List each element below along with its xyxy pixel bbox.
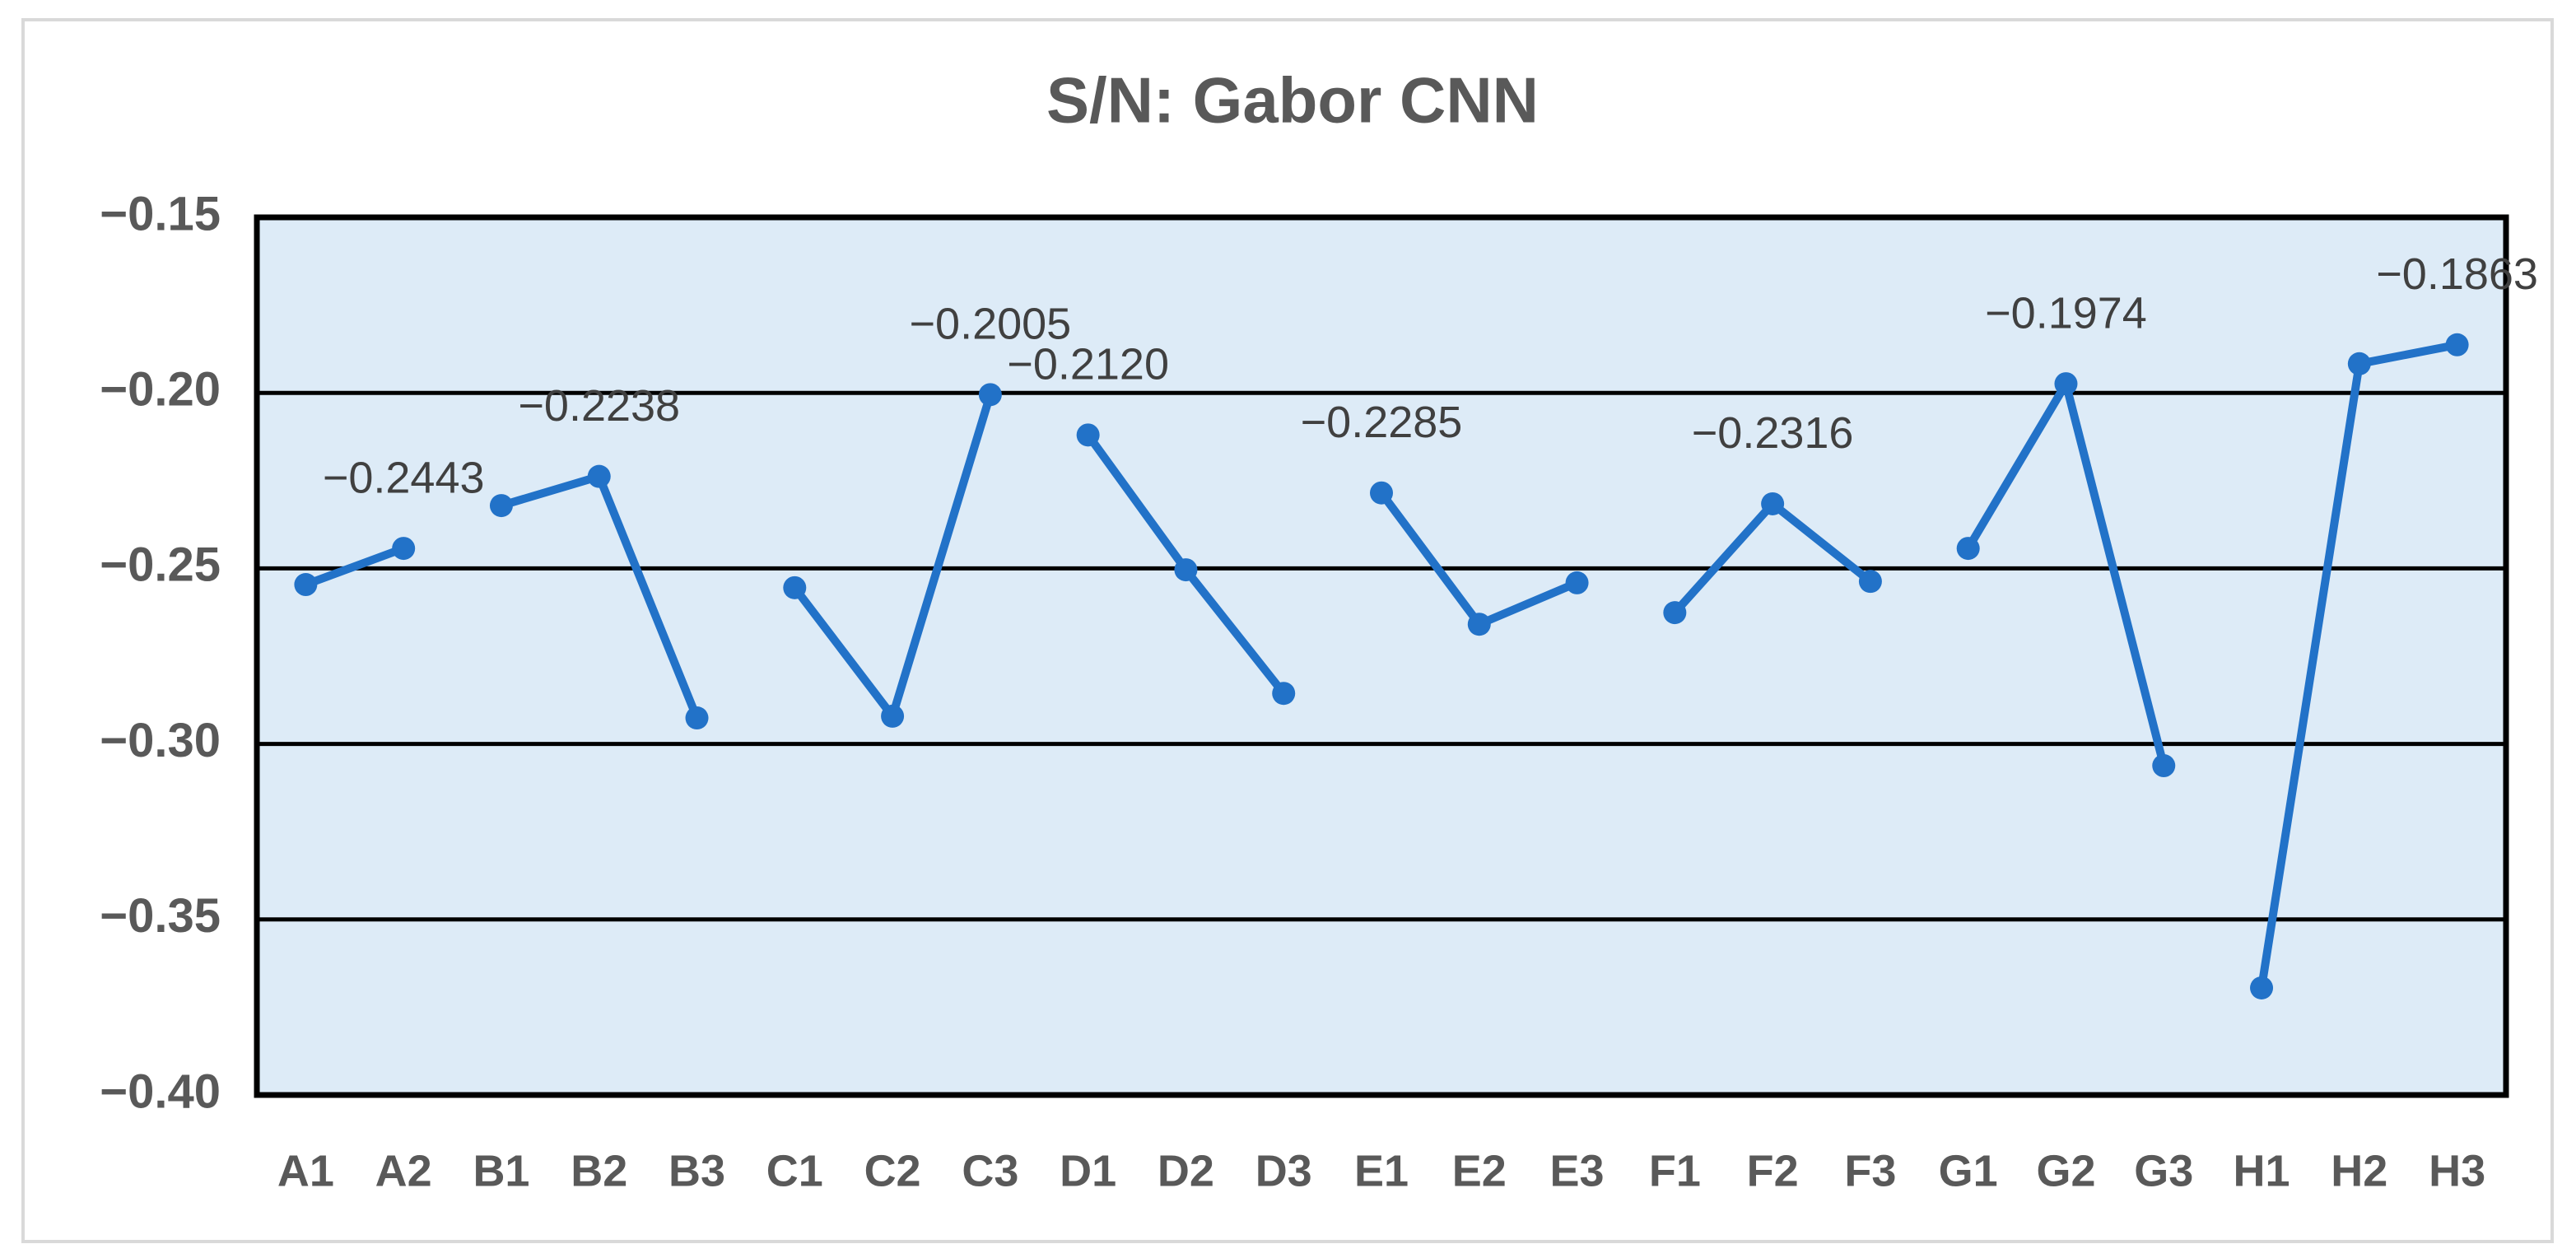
- data-point: [1467, 613, 1491, 636]
- x-tick-label: G2: [2036, 1146, 2095, 1195]
- data-point: [2445, 333, 2469, 356]
- data-point: [1858, 570, 1882, 594]
- data-point: [1076, 423, 1100, 447]
- y-tick-label: −0.25: [100, 538, 221, 592]
- y-tick-label: −0.20: [100, 363, 221, 417]
- data-point: [783, 575, 807, 599]
- data-label: −0.2120: [1007, 340, 1169, 389]
- y-tick-label: −0.30: [100, 714, 221, 767]
- data-point: [1565, 571, 1589, 594]
- data-label: −0.1863: [2376, 249, 2538, 299]
- data-point: [1174, 558, 1198, 582]
- data-point: [1761, 492, 1785, 515]
- data-point: [2347, 352, 2371, 375]
- x-tick-label: G3: [2134, 1146, 2193, 1195]
- data-point: [2250, 976, 2274, 999]
- x-tick-label: D1: [1060, 1146, 1116, 1195]
- x-tick-label: A2: [375, 1146, 432, 1195]
- chart-title: S/N: Gabor CNN: [1046, 64, 1539, 137]
- data-label: −0.2005: [910, 300, 1072, 349]
- data-label: −0.2443: [323, 453, 485, 502]
- x-tick-label: F2: [1747, 1146, 1799, 1195]
- series-line: [304, 544, 405, 589]
- x-tick-label: H3: [2429, 1146, 2485, 1195]
- x-tick-label: F3: [1844, 1146, 1896, 1195]
- data-point: [1272, 682, 1296, 706]
- data-point: [978, 383, 1002, 407]
- data-point: [881, 704, 905, 728]
- x-tick-label: B1: [473, 1146, 529, 1195]
- data-label: −0.1974: [1985, 288, 2147, 338]
- x-tick-label: G1: [1939, 1146, 1998, 1195]
- data-point: [489, 494, 513, 518]
- y-tick-label: −0.15: [100, 187, 221, 240]
- data-label: −0.2285: [1301, 398, 1463, 447]
- plot-area: [257, 217, 2506, 1095]
- x-tick-label: D3: [1255, 1146, 1312, 1195]
- x-tick-label: H2: [2331, 1146, 2387, 1195]
- plot-border: [254, 214, 2509, 1098]
- data-point: [2152, 754, 2176, 778]
- x-tick-label: B3: [668, 1146, 725, 1195]
- y-tick-label: −0.35: [100, 889, 221, 943]
- x-tick-label: C1: [766, 1146, 823, 1195]
- x-tick-label: C2: [864, 1146, 921, 1195]
- data-point: [2054, 372, 2078, 396]
- x-tick-label: C3: [962, 1146, 1018, 1195]
- data-label: −0.2316: [1692, 408, 1854, 458]
- data-point: [1370, 481, 1393, 505]
- y-tick-label: −0.40: [100, 1065, 221, 1118]
- x-tick-label: E1: [1354, 1146, 1409, 1195]
- x-tick-label: H1: [2234, 1146, 2290, 1195]
- x-tick-label: E3: [1550, 1146, 1605, 1195]
- x-tick-label: A1: [277, 1146, 334, 1195]
- data-point: [685, 706, 709, 730]
- x-tick-label: E2: [1452, 1146, 1507, 1195]
- data-label: −0.2238: [518, 381, 680, 431]
- data-point: [587, 464, 611, 488]
- data-point: [294, 573, 318, 597]
- x-tick-label: D2: [1158, 1146, 1214, 1195]
- data-point: [1663, 601, 1687, 625]
- data-point: [1956, 537, 1980, 561]
- x-tick-label: F1: [1649, 1146, 1701, 1195]
- data-point: [392, 537, 416, 561]
- x-tick-label: B2: [571, 1146, 627, 1195]
